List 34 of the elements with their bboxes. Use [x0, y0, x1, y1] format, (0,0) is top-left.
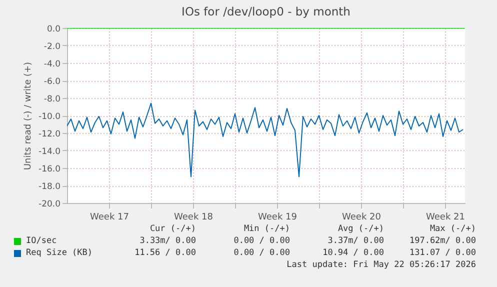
x-tick-label: Week 17 [90, 212, 129, 222]
y-tick-label: -10.0 [38, 112, 60, 122]
y-tick-label: -12.0 [38, 130, 60, 140]
text: 3.33m/ 0.00 [140, 236, 196, 246]
text: 10.94 / 0.00 [322, 248, 384, 258]
y-tick-label: 0.0 [46, 24, 60, 34]
y-tick-label: -20.0 [38, 200, 60, 210]
x-tick-label: Week 18 [174, 212, 214, 222]
text: Avg (-/+) [338, 224, 384, 234]
line-series [67, 102, 464, 178]
text: Cur (-/+) [150, 224, 196, 234]
y-tick-label: -16.0 [38, 164, 60, 174]
x-tick-label: Week 21 [426, 212, 465, 222]
y-tick-label: -2.0 [44, 42, 60, 52]
y-tick-label: -4.0 [44, 60, 60, 70]
x-tick-label: Week 19 [258, 212, 298, 222]
text: 11.56 / 0.00 [134, 248, 196, 258]
text: 0.00 / 0.00 [234, 248, 290, 258]
y-tick-label: -14.0 [38, 147, 60, 157]
text: 197.62m/ 0.00 [409, 236, 476, 246]
text: Last update: Fri May 22 05:26:17 2026 [286, 260, 476, 270]
text: 3.37m/ 0.00 [328, 236, 384, 246]
text: 131.07 / 0.00 [409, 248, 476, 258]
chart-title: IOs for /dev/loop0 - by month [182, 4, 350, 18]
y-tick-label: -8.0 [44, 94, 60, 104]
y-tick-label: -6.0 [44, 77, 60, 87]
legend-label: IO/sec [26, 236, 57, 246]
text: Min (-/+) [244, 224, 290, 234]
y-tick-label: -18.0 [38, 182, 60, 192]
text: Max (-/+) [430, 224, 476, 234]
text: 0.00 / 0.00 [234, 236, 290, 246]
legend-label: Req Size (KB) [26, 248, 93, 258]
y-axis-title: Units read (-) / write (+) [24, 62, 34, 170]
x-tick-label: Week 20 [342, 212, 382, 222]
